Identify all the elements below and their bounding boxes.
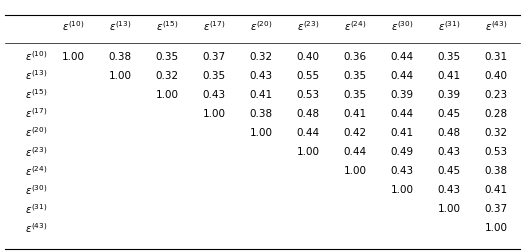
Text: 0.48: 0.48	[297, 109, 320, 119]
Text: $\epsilon^{(20)}$: $\epsilon^{(20)}$	[25, 126, 47, 140]
Text: 0.41: 0.41	[344, 109, 367, 119]
Text: 0.41: 0.41	[485, 185, 508, 195]
Text: 0.43: 0.43	[250, 71, 273, 81]
Text: $\epsilon^{(20)}$: $\epsilon^{(20)}$	[250, 19, 272, 33]
Text: 1.00: 1.00	[485, 223, 508, 233]
Text: 0.40: 0.40	[297, 51, 320, 61]
Text: 0.31: 0.31	[485, 51, 508, 61]
Text: $\epsilon^{(24)}$: $\epsilon^{(24)}$	[25, 164, 47, 177]
Text: 1.00: 1.00	[438, 204, 461, 214]
Text: 0.53: 0.53	[485, 147, 508, 156]
Text: 1.00: 1.00	[62, 51, 85, 61]
Text: 0.39: 0.39	[391, 89, 414, 100]
Text: 0.35: 0.35	[344, 89, 367, 100]
Text: 0.43: 0.43	[391, 166, 414, 176]
Text: 0.44: 0.44	[391, 109, 414, 119]
Text: 0.35: 0.35	[203, 71, 226, 81]
Text: $\epsilon^{(17)}$: $\epsilon^{(17)}$	[25, 107, 47, 120]
Text: $\epsilon^{(31)}$: $\epsilon^{(31)}$	[25, 202, 47, 215]
Text: $\epsilon^{(23)}$: $\epsilon^{(23)}$	[297, 19, 320, 33]
Text: $\epsilon^{(30)}$: $\epsilon^{(30)}$	[391, 19, 414, 33]
Text: $\epsilon^{(31)}$: $\epsilon^{(31)}$	[438, 19, 460, 33]
Text: 0.32: 0.32	[485, 128, 508, 138]
Text: 0.45: 0.45	[438, 109, 461, 119]
Text: 1.00: 1.00	[203, 109, 226, 119]
Text: 0.36: 0.36	[344, 51, 367, 61]
Text: 0.41: 0.41	[391, 128, 414, 138]
Text: 1.00: 1.00	[344, 166, 367, 176]
Text: $\epsilon^{(43)}$: $\epsilon^{(43)}$	[25, 221, 47, 235]
Text: $\epsilon^{(17)}$: $\epsilon^{(17)}$	[203, 19, 226, 33]
Text: 0.45: 0.45	[438, 166, 461, 176]
Text: 0.38: 0.38	[109, 51, 132, 61]
Text: $\epsilon^{(23)}$: $\epsilon^{(23)}$	[25, 145, 47, 159]
Text: $\epsilon^{(13)}$: $\epsilon^{(13)}$	[25, 69, 47, 82]
Text: 1.00: 1.00	[109, 71, 132, 81]
Text: 0.55: 0.55	[297, 71, 320, 81]
Text: 0.41: 0.41	[438, 71, 461, 81]
Text: 0.44: 0.44	[391, 51, 414, 61]
Text: $\epsilon^{(15)}$: $\epsilon^{(15)}$	[156, 19, 178, 33]
Text: 0.49: 0.49	[391, 147, 414, 156]
Text: 1.00: 1.00	[250, 128, 273, 138]
Text: 0.44: 0.44	[391, 71, 414, 81]
Text: 0.41: 0.41	[250, 89, 273, 100]
Text: 0.38: 0.38	[250, 109, 273, 119]
Text: $\epsilon^{(43)}$: $\epsilon^{(43)}$	[485, 19, 508, 33]
Text: 0.35: 0.35	[438, 51, 461, 61]
Text: 0.38: 0.38	[485, 166, 508, 176]
Text: 0.32: 0.32	[156, 71, 179, 81]
Text: 0.37: 0.37	[203, 51, 226, 61]
Text: $\epsilon^{(10)}$: $\epsilon^{(10)}$	[25, 50, 47, 64]
Text: 1.00: 1.00	[391, 185, 414, 195]
Text: 0.44: 0.44	[297, 128, 320, 138]
Text: 0.53: 0.53	[297, 89, 320, 100]
Text: 0.23: 0.23	[485, 89, 508, 100]
Text: $\epsilon^{(15)}$: $\epsilon^{(15)}$	[25, 88, 47, 102]
Text: 0.28: 0.28	[485, 109, 508, 119]
Text: $\epsilon^{(10)}$: $\epsilon^{(10)}$	[62, 19, 85, 33]
Text: $\epsilon^{(30)}$: $\epsilon^{(30)}$	[25, 183, 47, 197]
Text: 0.37: 0.37	[485, 204, 508, 214]
Text: 1.00: 1.00	[297, 147, 320, 156]
Text: 0.32: 0.32	[250, 51, 273, 61]
Text: 0.40: 0.40	[485, 71, 508, 81]
Text: 0.48: 0.48	[438, 128, 461, 138]
Text: 0.44: 0.44	[344, 147, 367, 156]
Text: 0.39: 0.39	[438, 89, 461, 100]
Text: 0.35: 0.35	[156, 51, 179, 61]
Text: 0.35: 0.35	[344, 71, 367, 81]
Text: 0.43: 0.43	[438, 147, 461, 156]
Text: 1.00: 1.00	[156, 89, 179, 100]
Text: $\epsilon^{(13)}$: $\epsilon^{(13)}$	[109, 19, 132, 33]
Text: $\epsilon^{(24)}$: $\epsilon^{(24)}$	[344, 19, 366, 33]
Text: 0.42: 0.42	[344, 128, 367, 138]
Text: 0.43: 0.43	[203, 89, 226, 100]
Text: 0.43: 0.43	[438, 185, 461, 195]
